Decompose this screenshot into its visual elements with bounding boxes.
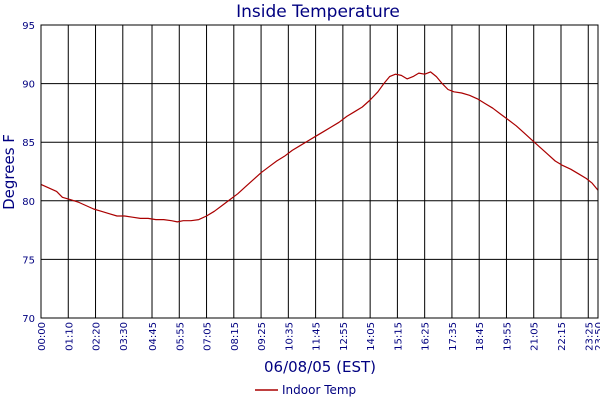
x-axis-title: 06/08/05 (EST): [264, 358, 376, 376]
y-tick-label: 75: [22, 255, 35, 266]
x-tick-label: 17:35: [448, 322, 459, 351]
x-tick-label: 07:05: [203, 322, 214, 351]
x-tick-label: 14:05: [366, 322, 377, 351]
x-tick-label: 03:30: [119, 322, 130, 351]
plot-frame: [40, 24, 599, 319]
y-tick-label: 80: [22, 197, 35, 208]
y-tick-labels: 70 75 80 85 90 95: [22, 21, 35, 325]
x-tick-label: 05:55: [175, 322, 186, 351]
x-tick-label: 10:35: [284, 322, 295, 351]
x-tick-label: 21:05: [530, 322, 541, 351]
y-axis-title: Degrees F: [0, 134, 18, 210]
series-layer: [40, 71, 599, 223]
series-line-indoor-temp: [40, 71, 599, 223]
x-tick-label: 11:45: [312, 322, 323, 351]
x-tick-labels: 00:00 01:10 02:20 03:30 04:45 05:55 07:05 08:15…: [37, 322, 600, 351]
y-tick-label: 85: [22, 138, 35, 149]
x-tick-label: 09:25: [257, 322, 268, 351]
y-tick-label: 90: [22, 80, 35, 91]
x-tick-label: 12:55: [339, 322, 350, 351]
x-tick-label: 18:45: [475, 322, 486, 351]
y-tick-label: 95: [22, 21, 35, 32]
x-tick-label: 23:25: [584, 322, 595, 351]
x-tick-label: 23:50: [594, 322, 600, 351]
x-tick-label: 19:55: [502, 322, 513, 351]
x-tick-label: 02:20: [92, 322, 103, 351]
grid: [41, 25, 598, 318]
legend-label-indoor-temp: Indoor Temp: [282, 383, 356, 397]
x-tick-label: 16:25: [421, 322, 432, 351]
x-tick-label: 01:10: [64, 322, 75, 351]
y-tick-label: 70: [22, 314, 35, 325]
x-tick-label: 00:00: [37, 322, 48, 351]
x-tick-label: 04:45: [148, 322, 159, 351]
legend: Indoor Temp: [255, 383, 356, 397]
x-tick-label: 22:15: [557, 322, 568, 351]
chart-title: Inside Temperature: [236, 2, 400, 22]
x-tick-label: 08:15: [230, 322, 241, 351]
x-tick-label: 15:15: [393, 322, 404, 351]
